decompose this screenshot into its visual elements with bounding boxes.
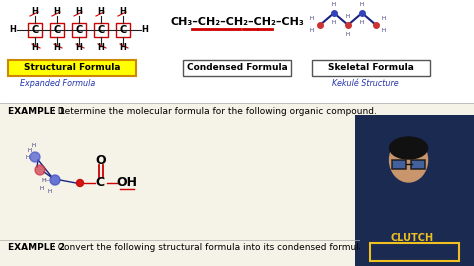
Text: H: H — [346, 14, 350, 19]
FancyBboxPatch shape — [72, 23, 86, 37]
Text: C: C — [31, 25, 38, 35]
FancyBboxPatch shape — [392, 160, 406, 168]
Text: H: H — [54, 44, 61, 52]
Text: H: H — [39, 186, 43, 191]
Text: EXAMPLE 2: EXAMPLE 2 — [8, 243, 65, 252]
Text: C: C — [95, 177, 105, 189]
Text: Structural Formula: Structural Formula — [24, 64, 120, 73]
Text: Kekulé Structure: Kekulé Structure — [332, 80, 398, 89]
Text: H: H — [54, 7, 61, 16]
Text: H: H — [98, 7, 104, 16]
Text: H: H — [360, 2, 364, 6]
Text: H: H — [310, 28, 314, 34]
Text: H: H — [9, 26, 17, 35]
Text: H: H — [32, 143, 36, 148]
Text: H: H — [27, 148, 31, 153]
Text: C: C — [97, 25, 105, 35]
Text: H: H — [142, 26, 148, 35]
Ellipse shape — [30, 152, 40, 162]
Text: H: H — [119, 44, 127, 52]
FancyBboxPatch shape — [360, 190, 469, 261]
Text: H: H — [25, 155, 29, 160]
Text: H: H — [75, 7, 82, 16]
Text: Expanded Formula: Expanded Formula — [20, 80, 96, 89]
Text: C: C — [54, 25, 61, 35]
Text: H: H — [75, 44, 82, 52]
Ellipse shape — [390, 138, 428, 182]
Text: CH₃–CH₂–CH₂–CH₂–CH₃: CH₃–CH₂–CH₂–CH₂–CH₃ — [170, 17, 304, 27]
Text: H: H — [332, 19, 336, 24]
Text: H: H — [119, 7, 127, 16]
Text: Skeletal Formula: Skeletal Formula — [328, 64, 414, 73]
Ellipse shape — [50, 175, 60, 185]
Text: Condensed Formula: Condensed Formula — [187, 64, 287, 73]
FancyBboxPatch shape — [8, 60, 136, 76]
Text: H: H — [360, 19, 364, 24]
FancyBboxPatch shape — [411, 160, 425, 168]
Ellipse shape — [76, 180, 83, 186]
Text: H‒: H‒ — [41, 178, 50, 183]
FancyBboxPatch shape — [50, 23, 64, 37]
Text: H: H — [382, 28, 386, 34]
Text: —: — — [405, 171, 412, 177]
Text: O: O — [96, 153, 106, 167]
FancyBboxPatch shape — [355, 115, 474, 266]
Text: : Convert the following structural formula into its condensed formula.: : Convert the following structural formu… — [52, 243, 367, 252]
Ellipse shape — [390, 137, 428, 159]
FancyBboxPatch shape — [312, 60, 430, 76]
Text: : Determine the molecular formula for the following organic compound.: : Determine the molecular formula for th… — [52, 107, 377, 117]
Text: OH: OH — [117, 177, 137, 189]
FancyBboxPatch shape — [0, 0, 474, 103]
FancyBboxPatch shape — [94, 23, 108, 37]
FancyBboxPatch shape — [183, 60, 291, 76]
Text: H: H — [382, 16, 386, 22]
Text: H: H — [310, 16, 314, 22]
Text: CLUTCH: CLUTCH — [391, 233, 434, 243]
FancyBboxPatch shape — [116, 23, 130, 37]
Text: EXAMPLE 1: EXAMPLE 1 — [8, 107, 65, 117]
Text: H: H — [98, 44, 104, 52]
Text: H: H — [346, 31, 350, 36]
Text: C: C — [75, 25, 82, 35]
Text: H: H — [48, 189, 52, 194]
Text: H: H — [32, 44, 38, 52]
Text: C: C — [119, 25, 127, 35]
Text: H: H — [32, 7, 38, 16]
Ellipse shape — [35, 165, 45, 175]
FancyBboxPatch shape — [28, 23, 42, 37]
Text: H: H — [332, 2, 336, 6]
